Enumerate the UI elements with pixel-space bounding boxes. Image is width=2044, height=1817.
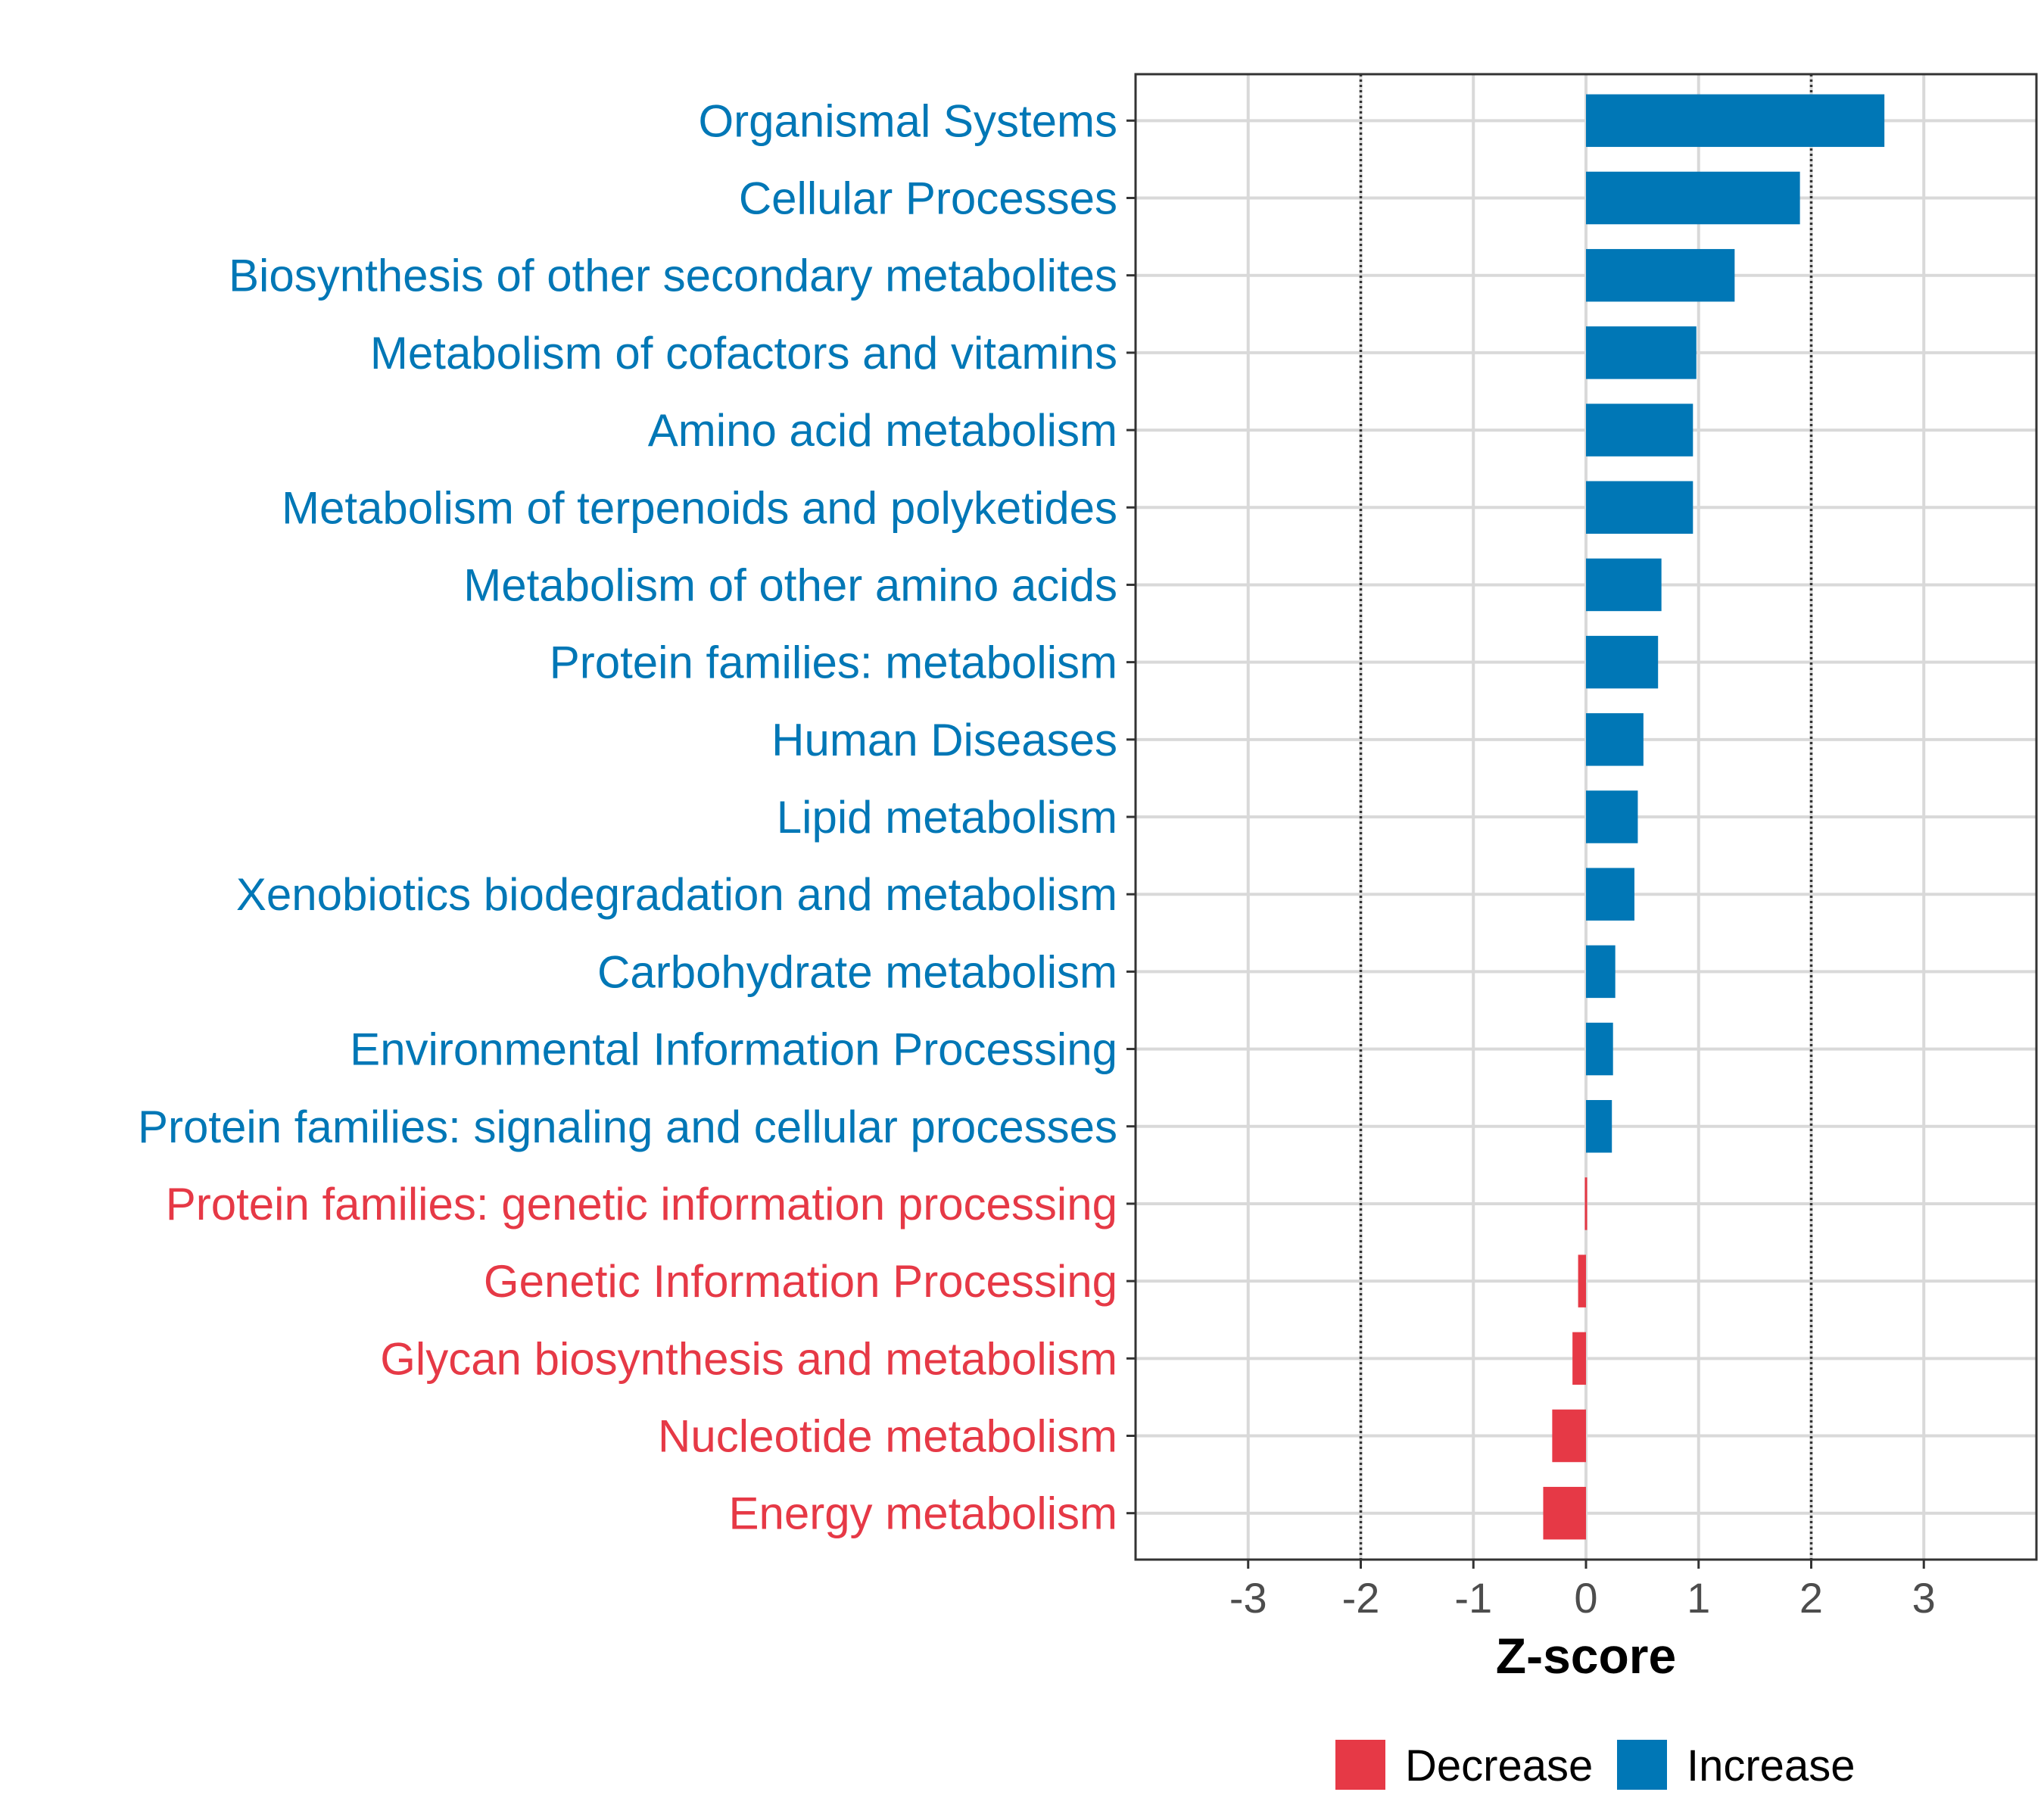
- x-tick-label: -3: [1229, 1574, 1267, 1622]
- category-label: Organismal Systems: [699, 95, 1117, 146]
- x-tick-label: 1: [1687, 1574, 1710, 1622]
- y-axis-ticks: [1126, 119, 1136, 1515]
- category-label: Protein families: genetic information pr…: [166, 1179, 1117, 1230]
- legend-swatch-increase: [1617, 1740, 1667, 1790]
- category-label: Cellular Processes: [739, 173, 1117, 224]
- legend-swatch-decrease: [1335, 1740, 1385, 1790]
- category-label: Nucleotide metabolism: [658, 1411, 1117, 1462]
- category-label: Biosynthesis of other secondary metaboli…: [229, 251, 1117, 301]
- bars: [1543, 94, 1885, 1540]
- legend: Decrease Increase: [1335, 1740, 1855, 1791]
- legend-label-decrease: Decrease: [1405, 1741, 1593, 1791]
- bar: [1586, 481, 1693, 534]
- bar: [1586, 713, 1644, 766]
- bar: [1586, 248, 1735, 302]
- x-tick-label: -1: [1454, 1574, 1492, 1622]
- x-axis-ticks: [1247, 1560, 1925, 1569]
- category-label: Genetic Information Processing: [484, 1256, 1117, 1307]
- reference-lines: [1359, 74, 1813, 1560]
- x-axis-title: Z-score: [1496, 1628, 1676, 1684]
- category-label: Xenobiotics biodegradation and metabolis…: [236, 869, 1117, 920]
- bar: [1586, 404, 1693, 457]
- bar: [1586, 868, 1634, 921]
- category-label: Environmental Information Processing: [350, 1024, 1117, 1075]
- bar: [1543, 1486, 1586, 1540]
- bar: [1572, 1332, 1586, 1385]
- legend-label-increase: Increase: [1687, 1741, 1855, 1791]
- category-label: Metabolism of terpenoids and polyketides: [282, 482, 1117, 533]
- bar: [1584, 1177, 1588, 1230]
- category-label: Amino acid metabolism: [648, 405, 1117, 456]
- category-label: Lipid metabolism: [777, 792, 1117, 843]
- category-label: Protein families: signaling and cellular…: [138, 1102, 1117, 1152]
- bar: [1586, 1100, 1612, 1153]
- bar: [1586, 635, 1659, 689]
- x-tick-label: 3: [1912, 1574, 1936, 1622]
- category-label: Carbohydrate metabolism: [597, 946, 1117, 997]
- bar: [1586, 945, 1616, 999]
- bar: [1586, 326, 1697, 379]
- bar: [1578, 1254, 1586, 1307]
- category-label: Glycan biosynthesis and metabolism: [380, 1333, 1117, 1384]
- bar: [1586, 558, 1662, 612]
- category-label: Protein families: metabolism: [550, 637, 1117, 688]
- category-labels: Organismal Systems Cellular Processes Bios…: [138, 95, 1117, 1538]
- bar: [1552, 1409, 1586, 1463]
- bar: [1586, 94, 1885, 148]
- category-label: Energy metabolism: [728, 1488, 1117, 1539]
- bar: [1586, 1022, 1613, 1076]
- x-tick-label: -2: [1342, 1574, 1380, 1622]
- x-tick-labels: -3 -2 -1 0 1 2 3: [1229, 1574, 1936, 1622]
- category-label: Metabolism of cofactors and vitamins: [370, 328, 1117, 379]
- bar: [1586, 171, 1800, 225]
- bar: [1586, 790, 1638, 843]
- category-label: Metabolism of other amino acids: [463, 559, 1117, 610]
- x-tick-label: 2: [1799, 1574, 1823, 1622]
- x-tick-label: 0: [1574, 1574, 1597, 1622]
- category-label: Human Diseases: [771, 715, 1117, 765]
